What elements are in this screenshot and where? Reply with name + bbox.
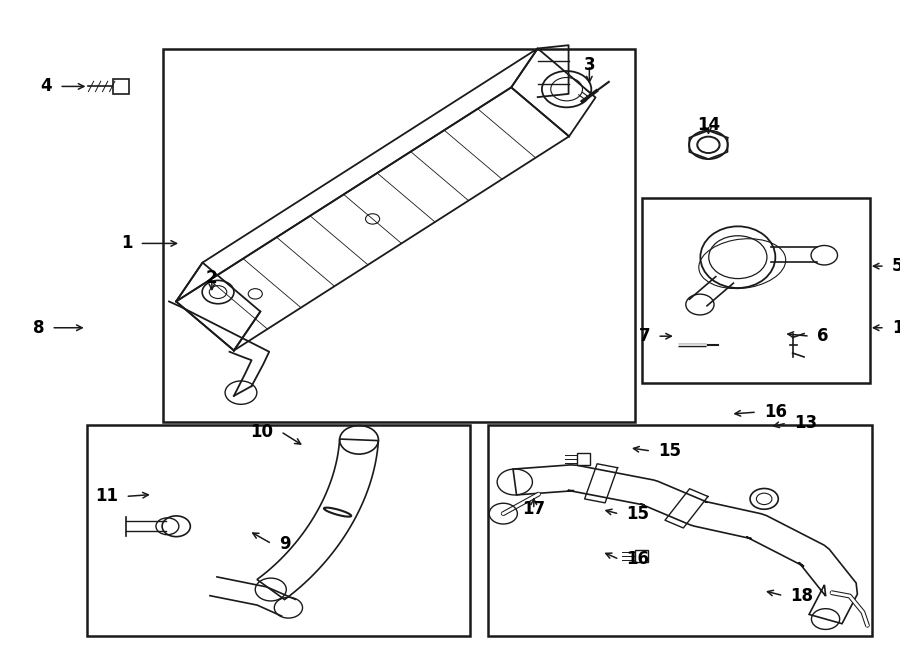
Bar — [86, 425, 471, 636]
Polygon shape — [257, 439, 378, 600]
Bar — [578, 453, 590, 465]
Bar — [635, 550, 648, 561]
Text: 1: 1 — [121, 234, 132, 252]
Text: 15: 15 — [626, 505, 650, 523]
Bar — [164, 49, 635, 422]
Text: 2: 2 — [206, 269, 218, 287]
Text: 5: 5 — [892, 257, 900, 275]
Text: 9: 9 — [279, 535, 291, 553]
Text: 3: 3 — [583, 56, 595, 74]
Text: 10: 10 — [250, 422, 274, 440]
Text: 18: 18 — [790, 587, 814, 604]
Text: 16: 16 — [626, 550, 650, 569]
Text: 4: 4 — [40, 77, 52, 95]
Text: 17: 17 — [522, 500, 545, 518]
Text: 16: 16 — [764, 403, 787, 421]
Bar — [113, 79, 129, 94]
Polygon shape — [513, 465, 858, 624]
Bar — [643, 198, 869, 383]
Text: 11: 11 — [95, 487, 119, 505]
Text: 7: 7 — [639, 327, 650, 345]
Text: 14: 14 — [697, 116, 720, 134]
Text: 12: 12 — [892, 319, 900, 337]
Text: 13: 13 — [794, 414, 817, 432]
Text: 6: 6 — [817, 327, 828, 345]
Bar — [488, 425, 871, 636]
Text: 15: 15 — [658, 442, 681, 460]
Text: 8: 8 — [32, 319, 44, 337]
